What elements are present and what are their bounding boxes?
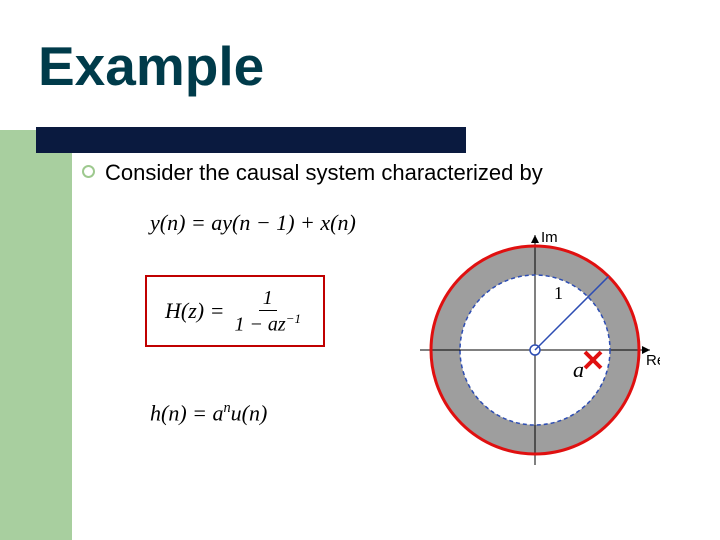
title-underline-bar — [36, 127, 466, 153]
slide-title: Example — [38, 34, 264, 98]
real-axis-label: Re — [646, 352, 660, 369]
eq3-tail: u(n) — [231, 400, 268, 425]
eq2-numerator: 1 — [259, 286, 277, 311]
eq2-den-prefix: 1 − az — [234, 313, 285, 335]
unit-circle-label: 1 — [554, 283, 563, 303]
eq1-lhs: y(n) — [150, 210, 185, 235]
eq2-fraction: 1 1 − az−1 — [230, 286, 305, 337]
imag-axis-label: Im — [541, 229, 558, 246]
slide-subtitle: Consider the causal system characterized… — [105, 160, 543, 186]
eq2-den-exp: −1 — [286, 311, 301, 326]
eq2-lhs: H(z) = — [165, 298, 224, 324]
eq2-denominator: 1 − az−1 — [230, 311, 305, 337]
eq1-rhs: ay(n − 1) + x(n) — [211, 210, 356, 235]
eq3-lhs: h(n) = a — [150, 400, 224, 425]
impulse-response-equation: h(n) = anu(n) — [150, 400, 267, 426]
eq1-equals: = — [191, 210, 211, 235]
z-plane-diagram: Im Re 1 a — [410, 225, 660, 475]
bullet-circle-icon — [82, 165, 95, 178]
eq3-exp: n — [224, 400, 231, 416]
pole-label: a — [573, 357, 584, 382]
difference-equation: y(n) = ay(n − 1) + x(n) — [150, 210, 356, 236]
transfer-function-box: H(z) = 1 1 − az−1 — [145, 275, 325, 347]
